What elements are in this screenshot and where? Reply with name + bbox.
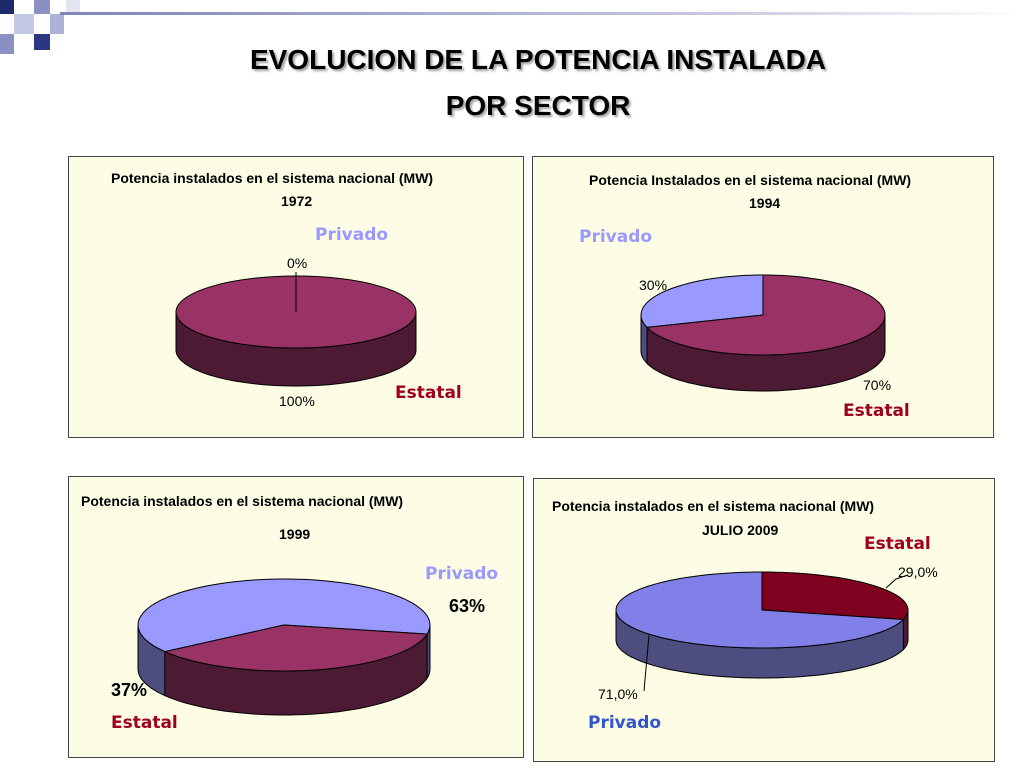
data-label-estatal: 70% xyxy=(863,377,892,393)
chart-year: 1972 xyxy=(281,193,313,209)
chart-panel-1972: Potencia instalados en el sistema nacion… xyxy=(68,156,524,438)
pie-slice-privado xyxy=(615,571,905,649)
chart-title: Potencia instalados en el sistema nacion… xyxy=(111,170,434,186)
data-label-privado: 0% xyxy=(287,255,308,271)
leader-line-privado xyxy=(643,634,650,692)
legend-privado: Privado xyxy=(315,225,389,245)
chart-year: JULIO 2009 xyxy=(702,522,779,538)
legend-privado: Privado xyxy=(588,713,662,733)
pie-chart-1972 xyxy=(175,272,417,387)
pie-slice-privado xyxy=(137,578,431,653)
leader-line-estatal xyxy=(885,574,909,589)
pie-slice-estatal xyxy=(645,274,886,356)
legend-estatal: Estatal xyxy=(395,383,462,403)
chart-panel-1999: Potencia instalados en el sistema nacion… xyxy=(68,476,524,758)
corner-square xyxy=(34,0,50,14)
chart-title: Potencia instalados en el sistema nacion… xyxy=(552,498,875,514)
data-label-privado: 30% xyxy=(639,277,668,293)
data-label-estatal: 37% xyxy=(111,680,148,700)
legend-estatal: Estatal xyxy=(111,713,178,733)
data-label-privado: 71,0% xyxy=(598,686,638,702)
data-label-privado: 63% xyxy=(449,596,486,616)
chart-panel-1994: Potencia Instalados en el sistema nacion… xyxy=(532,156,994,438)
pie-chart-2009 xyxy=(615,571,909,692)
pie-slice-estatal xyxy=(761,571,909,621)
legend-estatal: Estatal xyxy=(864,534,931,554)
pie-chart-1999 xyxy=(137,578,431,716)
legend-privado: Privado xyxy=(579,227,653,247)
slide-title: EVOLUCION DE LA POTENCIA INSTALADA xyxy=(249,44,827,75)
legend-estatal: Estatal xyxy=(843,401,910,421)
pie-chart-1994 xyxy=(640,274,886,392)
pie-slice-privado xyxy=(640,274,764,328)
slide-subtitle: POR SECTOR xyxy=(445,90,631,121)
data-label-estatal: 29,0% xyxy=(898,564,938,580)
corner-square xyxy=(0,0,14,14)
chart-panel-2009: Potencia instalados en el sistema nacion… xyxy=(533,478,995,762)
data-label-estatal: 100% xyxy=(279,393,315,409)
corner-square xyxy=(14,14,34,34)
header-rule xyxy=(60,12,1024,15)
pie-slice-estatal xyxy=(163,624,429,672)
corner-square xyxy=(50,14,64,34)
chart-year: 1999 xyxy=(279,526,311,542)
chart-title: Potencia instalados en el sistema nacion… xyxy=(81,493,404,509)
chart-year: 1994 xyxy=(749,195,781,211)
legend-privado: Privado xyxy=(425,564,499,584)
corner-square xyxy=(0,34,14,54)
chart-title: Potencia Instalados en el sistema nacion… xyxy=(589,172,912,188)
corner-square xyxy=(34,34,50,50)
corner-square xyxy=(66,0,80,14)
